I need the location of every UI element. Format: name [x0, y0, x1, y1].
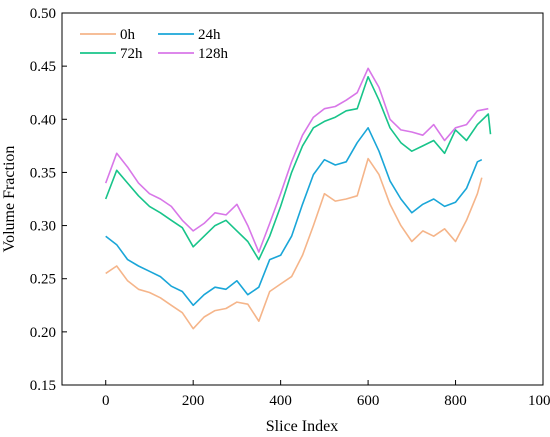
series-line-128h [104, 67, 489, 253]
x-tick-label: 600 [357, 393, 380, 409]
legend: 0h 24h 72h 128h [80, 27, 229, 62]
legend-label-128h: 128h [198, 46, 229, 62]
legend-label-24h: 24h [198, 27, 221, 43]
y-axis-title: Volume Fraction [1, 146, 18, 253]
x-tick-label: 800 [444, 393, 467, 409]
x-tick-label: 0 [102, 393, 110, 409]
y-tick-label: 0.50 [30, 6, 56, 22]
y-tick-label: 0.45 [30, 59, 56, 75]
x-tick-label: 200 [182, 393, 205, 409]
y-tick-label: 0.20 [30, 325, 56, 341]
series-lines [104, 67, 492, 330]
y-tick-label: 0.15 [30, 378, 56, 394]
y-tick-label: 0.25 [30, 272, 56, 288]
legend-label-0h: 0h [120, 27, 136, 43]
x-tick-label: 400 [269, 393, 292, 409]
y-tick-label: 0.30 [30, 219, 56, 235]
y-tick-label: 0.40 [30, 112, 56, 128]
plot-frame [61, 12, 544, 386]
y-tick-label: 0.35 [30, 165, 56, 181]
series-line-0h [105, 157, 483, 330]
series-line-24h [105, 127, 483, 307]
x-axis-title: Slice Index [266, 418, 338, 435]
series-line-72h [104, 76, 492, 261]
legend-label-72h: 72h [120, 46, 143, 62]
